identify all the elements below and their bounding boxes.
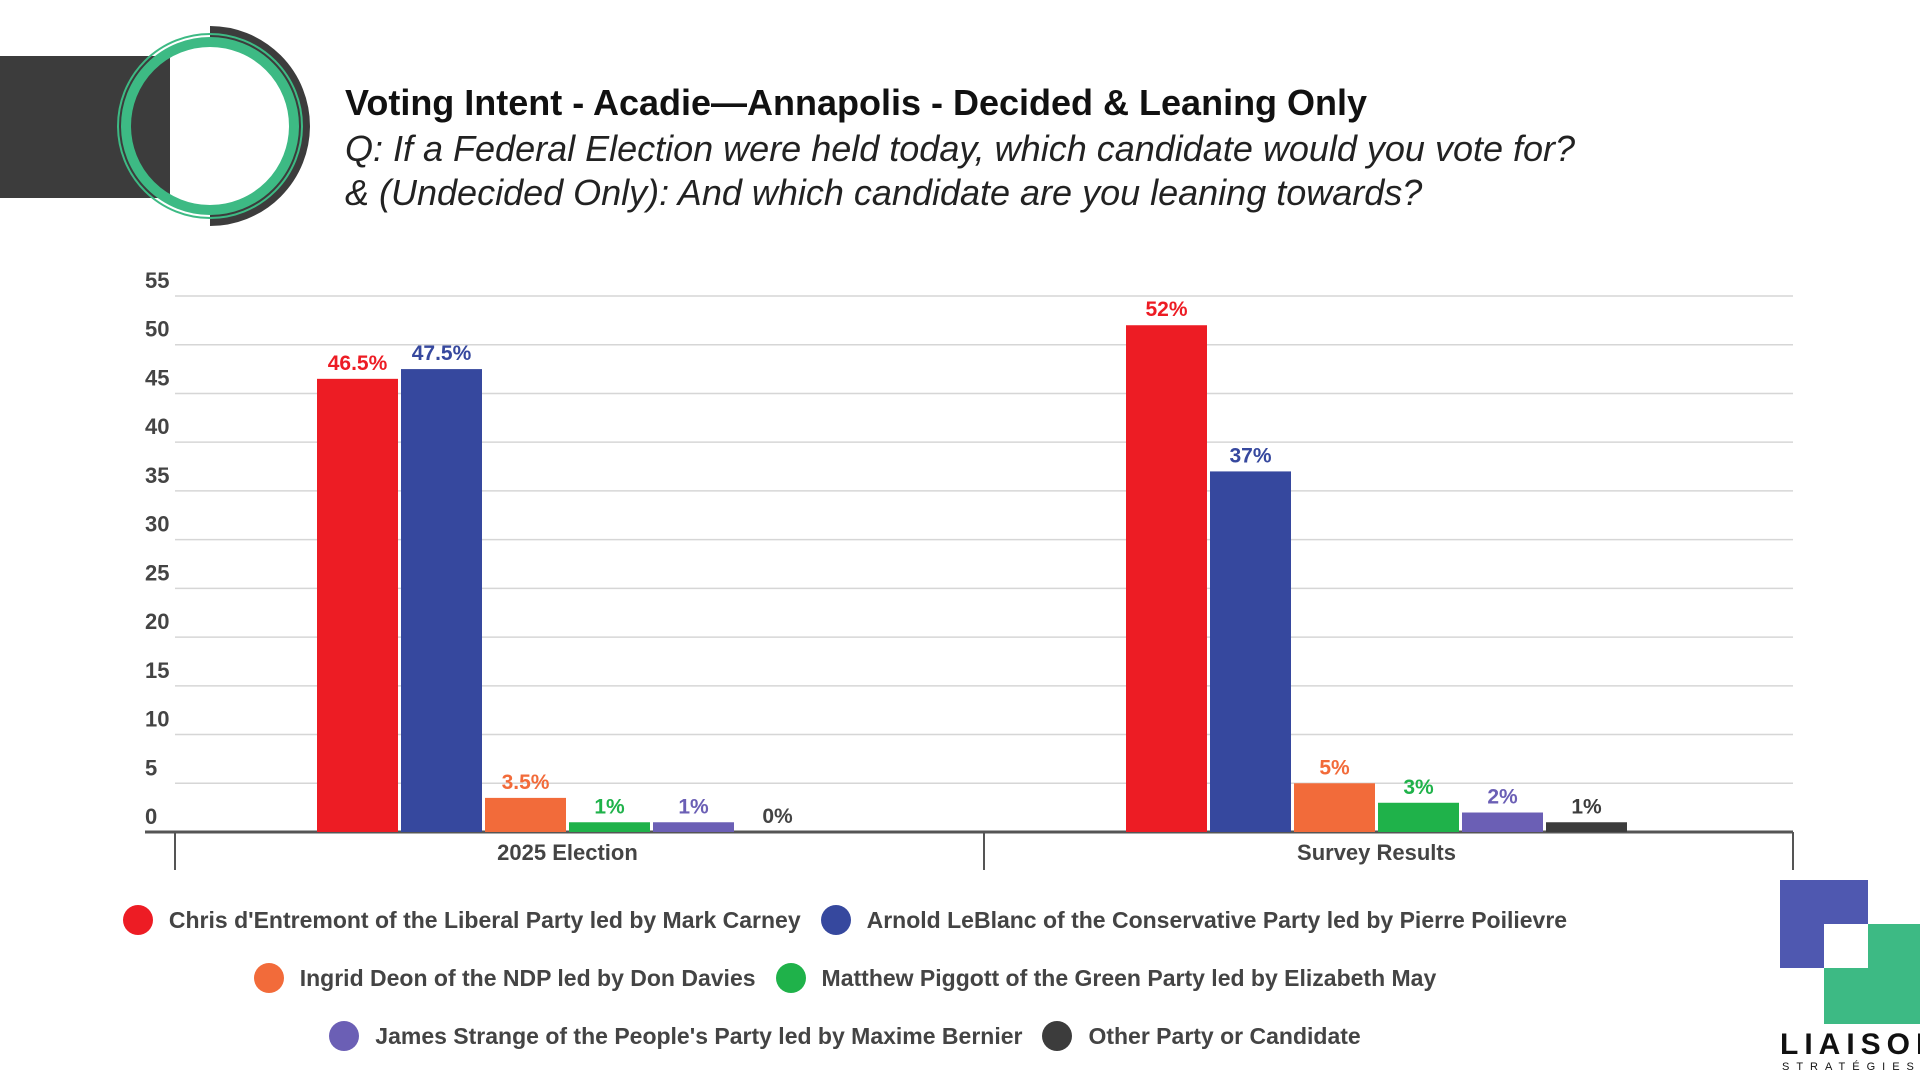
data-label: 0% — [762, 805, 793, 828]
y-tick-label: 50 — [145, 317, 169, 342]
y-tick-label: 40 — [145, 414, 169, 439]
legend-label: James Strange of the People's Party led … — [375, 1022, 1023, 1049]
data-label: 52% — [1145, 298, 1187, 321]
y-tick-label: 35 — [145, 463, 169, 488]
y-tick-label: 0 — [145, 804, 157, 829]
legend-row-1: Chris d'Entremont of the Liberal Party l… — [0, 905, 1690, 935]
bar — [1210, 471, 1291, 832]
legend-label: Other Party or Candidate — [1088, 1022, 1361, 1049]
data-label: 47.5% — [412, 342, 472, 365]
y-tick-label: 30 — [145, 512, 169, 537]
legend-item: Ingrid Deon of the NDP led by Don Davies — [253, 963, 756, 993]
chart-subtitle-line1: Q: If a Federal Election were held today… — [345, 128, 1576, 169]
ring-logo-icon — [117, 26, 310, 226]
bar — [401, 369, 482, 832]
legend-dot-icon — [820, 905, 851, 935]
y-tick-label: 20 — [145, 609, 169, 634]
data-label: 3% — [1403, 776, 1434, 799]
data-label: 3.5% — [502, 771, 550, 794]
data-label: 2% — [1487, 786, 1518, 809]
y-tick-label: 5 — [145, 755, 157, 780]
data-label: 37% — [1229, 444, 1271, 467]
legend-item: Matthew Piggott of the Green Party led b… — [775, 963, 1437, 993]
y-tick-label: 45 — [145, 365, 169, 390]
chart-title: Voting Intent - Acadie—Annapolis - Decid… — [345, 82, 1368, 123]
legend-dot-icon — [1042, 1021, 1073, 1051]
brand-name: LIAISON — [1780, 1028, 1920, 1061]
data-label: 1% — [594, 795, 625, 818]
data-label: 1% — [1571, 795, 1602, 818]
legend-dot-icon — [122, 905, 153, 935]
legend-label: Matthew Piggott of the Green Party led b… — [821, 964, 1437, 991]
y-tick-label: 55 — [145, 268, 169, 293]
data-label: 5% — [1319, 756, 1350, 779]
legend-dot-icon — [253, 963, 284, 993]
data-label: 1% — [678, 795, 709, 818]
bar — [1546, 822, 1627, 832]
bar — [1294, 783, 1375, 832]
legend-label: Arnold LeBlanc of the Conservative Party… — [866, 906, 1568, 933]
x-category-label: 2025 Election — [497, 840, 638, 865]
bar — [569, 822, 650, 832]
legend-row-2: Ingrid Deon of the NDP led by Don Davies… — [0, 963, 1690, 993]
legend-row-3: James Strange of the People's Party led … — [0, 1021, 1690, 1051]
bar — [1378, 802, 1459, 832]
legend-item: Arnold LeBlanc of the Conservative Party… — [820, 905, 1568, 935]
legend-label: Ingrid Deon of the NDP led by Don Davies — [299, 964, 756, 991]
bar — [1462, 812, 1543, 832]
data-label: 46.5% — [328, 352, 388, 375]
legend-item: James Strange of the People's Party led … — [329, 1021, 1022, 1051]
bar-chart: 0 5 10 15 20 25 30 35 40 45 50 55 46.5% 47.5% 3.5% 1% 1%… — [145, 268, 1794, 870]
y-tick-label: 25 — [145, 560, 169, 585]
liaison-logo-icon — [1780, 880, 1920, 1024]
brand-sub: STRATÉGIES — [1782, 1061, 1920, 1073]
chart-subtitle-line2: & (Undecided Only): And which candidate … — [345, 172, 1423, 213]
bar — [485, 797, 566, 832]
legend-dot-icon — [775, 963, 806, 993]
bar — [1126, 325, 1207, 832]
legend-dot-icon — [329, 1021, 360, 1051]
bar — [653, 822, 734, 832]
legend-item: Chris d'Entremont of the Liberal Party l… — [122, 905, 801, 935]
y-tick-label: 10 — [145, 707, 169, 732]
x-category-label: Survey Results — [1297, 840, 1456, 865]
legend-label: Chris d'Entremont of the Liberal Party l… — [168, 906, 801, 933]
legend-item: Other Party or Candidate — [1042, 1021, 1361, 1051]
bar — [317, 378, 398, 832]
y-tick-label: 15 — [145, 658, 169, 683]
